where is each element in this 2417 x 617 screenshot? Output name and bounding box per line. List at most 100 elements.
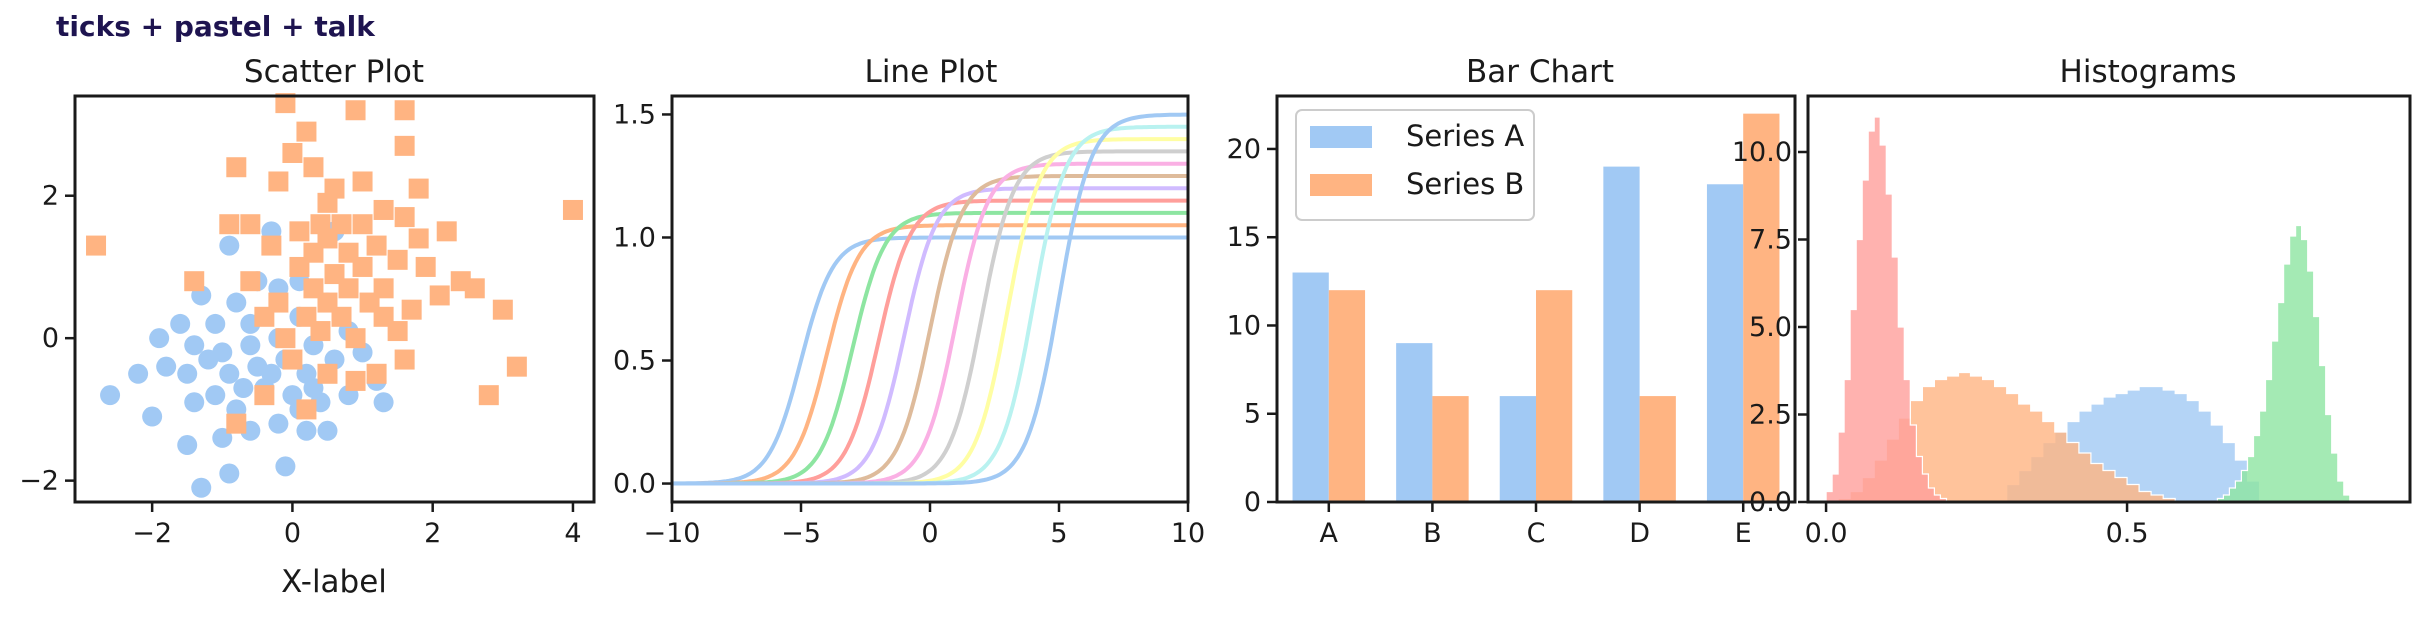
- scatter-circle-point: [226, 292, 247, 313]
- bar-series-a: [1292, 272, 1329, 502]
- scatter-circle-point: [156, 356, 177, 377]
- scatter-square-point: [275, 328, 296, 349]
- scatter-xtick-label: 4: [564, 518, 581, 549]
- scatter-circle-point: [296, 420, 317, 441]
- line-frame: [670, 94, 1190, 504]
- bar-xtick-label: C: [1527, 518, 1546, 549]
- scatter-panel: Scatter Plot −2 0 2 4 −2 0 2 X-label: [19, 54, 596, 600]
- scatter-square-point: [401, 299, 422, 320]
- legend-swatch: [1310, 174, 1372, 196]
- bar-ytick-label: 15: [1227, 222, 1261, 253]
- scatter-square-point: [352, 214, 373, 235]
- scatter-square-point: [268, 171, 289, 192]
- scatter-marks: [86, 93, 583, 498]
- hist-marks: [1825, 116, 2351, 503]
- scatter-circle-point: [317, 420, 338, 441]
- scatter-square-point: [338, 278, 359, 299]
- bar-series-b: [1432, 396, 1469, 502]
- scatter-circle-point: [191, 477, 212, 498]
- scatter-xtick-label: −2: [132, 518, 172, 549]
- hist-ytick-label: 5.0: [1749, 312, 1792, 343]
- scatter-square-point: [394, 349, 415, 370]
- scatter-circle-point: [373, 392, 394, 413]
- bar-ytick-label: 0: [1244, 487, 1261, 518]
- scatter-circle-point: [219, 363, 240, 384]
- scatter-circle-point: [128, 363, 149, 384]
- bar-series-a: [1603, 166, 1640, 502]
- scatter-square-point: [429, 285, 450, 306]
- scatter-circle-point: [275, 456, 296, 477]
- hist-ytick-label: 10.0: [1732, 137, 1792, 168]
- line-series: [672, 174, 1188, 486]
- scatter-circle-point: [177, 435, 198, 456]
- scatter-square-point: [261, 235, 282, 256]
- scatter-square-point: [282, 142, 303, 163]
- hist-xtick-label: 0.5: [2106, 518, 2149, 549]
- bar-series-b: [1328, 290, 1366, 502]
- scatter-circle-point: [198, 349, 219, 370]
- scatter-square-point: [317, 192, 338, 213]
- scatter-circle-point: [149, 328, 170, 349]
- scatter-square-point: [296, 121, 317, 142]
- hist-ytick-label: 7.5: [1749, 225, 1792, 256]
- scatter-square-point: [331, 306, 352, 327]
- scatter-square-point: [317, 363, 338, 384]
- scatter-square-point: [184, 271, 205, 292]
- line-title: Line Plot: [865, 54, 998, 90]
- scatter-square-point: [275, 93, 296, 114]
- scatter-square-point: [415, 256, 436, 277]
- scatter-square-point: [226, 413, 247, 434]
- line-ytick-label: 1.5: [613, 99, 656, 130]
- scatter-square-point: [352, 171, 373, 192]
- bar-xtick-label: B: [1423, 518, 1442, 549]
- scatter-square-point: [282, 349, 303, 370]
- bar-panel: Bar Chart A B C D E 0 5 10 15 20 Series A Series B: [1227, 54, 1797, 549]
- line-xtick-label: 5: [1050, 518, 1067, 549]
- scatter-ytick-label: −2: [19, 466, 59, 497]
- bar-ytick-label: 10: [1227, 310, 1261, 341]
- scatter-circle-point: [261, 363, 282, 384]
- legend-label: Series B: [1406, 167, 1524, 201]
- hist-xtick-label: 0.0: [1805, 518, 1848, 549]
- scatter-square-point: [345, 100, 366, 121]
- line-panel: Line Plot −10 −5 0 5 10 0.0 0.5 1.0 1.5: [613, 54, 1205, 549]
- legend-swatch: [1310, 126, 1372, 148]
- hist-panel: Histograms 0.0 0.5 0.0 2.5 5.0 7.5 10.0: [1732, 54, 2412, 549]
- scatter-square-point: [394, 100, 415, 121]
- scatter-square-point: [219, 214, 240, 235]
- scatter-square-point: [86, 235, 107, 256]
- bar-title: Bar Chart: [1466, 54, 1614, 90]
- scatter-frame: [73, 94, 596, 504]
- line-xtick-label: −5: [781, 518, 821, 549]
- bar-marks: [1292, 113, 1780, 503]
- scatter-square-point: [289, 256, 310, 277]
- bar-legend: Series A Series B: [1295, 109, 1535, 221]
- scatter-square-point: [310, 321, 331, 342]
- scatter-circle-point: [170, 313, 191, 334]
- figure-suptitle: ticks + pastel + talk: [56, 10, 376, 43]
- scatter-circle-point: [184, 392, 205, 413]
- bar-xtick-label: D: [1629, 518, 1650, 549]
- scatter-square-point: [366, 363, 387, 384]
- scatter-square-point: [436, 221, 457, 242]
- line-xtick-label: −10: [644, 518, 701, 549]
- scatter-title: Scatter Plot: [244, 54, 424, 90]
- scatter-square-point: [387, 249, 408, 270]
- line-series: [672, 210, 1188, 486]
- scatter-square-point: [352, 256, 373, 277]
- scatter-square-point: [296, 399, 317, 420]
- bar-series-b: [1639, 396, 1676, 502]
- hist-ytick-label: 2.5: [1749, 400, 1792, 431]
- scatter-circle-point: [233, 378, 254, 399]
- scatter-square-point: [345, 370, 366, 391]
- bar-xtick-label: A: [1320, 518, 1339, 549]
- scatter-circle-point: [268, 413, 289, 434]
- scatter-square-point: [562, 199, 583, 220]
- line-ytick-label: 1.0: [613, 222, 656, 253]
- histogram: [2216, 224, 2351, 503]
- scatter-square-point: [254, 385, 275, 406]
- line-xtick-label: 10: [1171, 518, 1205, 549]
- scatter-circle-point: [100, 385, 121, 406]
- scatter-circle-point: [184, 335, 205, 356]
